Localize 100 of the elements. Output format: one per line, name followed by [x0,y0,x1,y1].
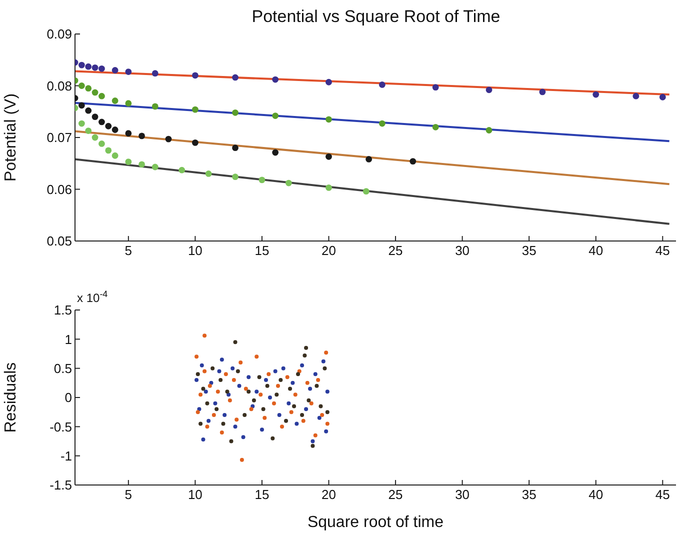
point [208,384,212,388]
point [192,72,198,79]
y-axis-title: Residuals [2,362,20,433]
point [228,398,232,402]
point [220,358,224,362]
point [288,386,292,391]
point [205,424,210,429]
y-tick-label: 0.5 [54,360,72,376]
point [257,375,262,380]
point [200,363,204,368]
x-tick-label: 40 [588,487,604,502]
y-tick-label: -1.5 [50,478,72,493]
x-tick-label: 20 [322,243,336,258]
x-tick-label: 35 [522,487,536,502]
point [232,174,238,180]
point [290,380,295,385]
point [125,130,132,137]
point [204,390,208,394]
point [198,392,203,397]
point [112,152,118,159]
y-tick-label: 0.05 [46,234,72,249]
point [301,418,306,423]
y-tick-label: 0.08 [46,78,72,94]
point [92,89,98,96]
point [210,366,215,370]
x-tick-label: 10 [188,487,202,502]
point [326,153,332,160]
x-tick-label: 45 [655,487,670,502]
point [300,363,304,368]
y-tick-label: 1 [64,332,72,347]
point [366,156,372,162]
point [222,413,227,417]
point [486,86,492,94]
point [272,76,279,83]
point [98,92,105,100]
point [224,372,228,376]
point [92,64,98,71]
point [152,164,158,170]
point [362,188,370,195]
point [125,158,132,166]
point [285,375,290,380]
point [98,118,105,126]
point [229,439,234,444]
point [254,390,259,394]
point [214,407,219,412]
y-tick-label: 1.5 [54,302,72,318]
y-axis-title: Potential (V) [2,93,20,182]
point [92,134,98,141]
point [432,124,439,130]
point [125,100,132,107]
point [165,136,172,142]
point [234,418,239,422]
point [232,74,238,81]
point [378,120,386,127]
point [212,413,216,417]
point [309,401,314,406]
point [302,354,307,358]
point [78,82,85,89]
point [296,372,300,376]
point [261,407,266,412]
point [592,91,600,98]
point [201,438,206,442]
point [236,369,240,374]
point [294,422,299,426]
point [265,384,270,388]
point [237,384,242,388]
x-tick-label: 25 [388,243,403,258]
point [125,68,132,75]
point [258,392,263,397]
point [233,424,238,429]
point [486,127,492,134]
y-tick-label: 0.07 [46,130,72,146]
point [254,354,259,359]
point [273,369,278,374]
point [410,158,416,165]
x-tick-label: 10 [188,243,202,258]
x-tick-label: 30 [455,487,470,502]
point [192,139,198,146]
point [98,65,105,72]
point [314,384,319,388]
point [278,378,283,382]
point [78,120,85,127]
point [202,334,207,338]
point [262,416,267,420]
point [659,94,666,100]
x-tick-label: 5 [124,243,132,258]
point [270,436,275,440]
point [281,366,286,370]
point [196,410,200,414]
point [280,424,284,429]
point [112,98,118,104]
point [305,380,310,385]
point [202,369,207,374]
point [326,116,332,123]
point [313,433,318,438]
point [260,428,264,432]
point [221,422,226,426]
point [230,366,235,370]
point [286,401,291,406]
x-tick-label: 35 [522,243,536,258]
